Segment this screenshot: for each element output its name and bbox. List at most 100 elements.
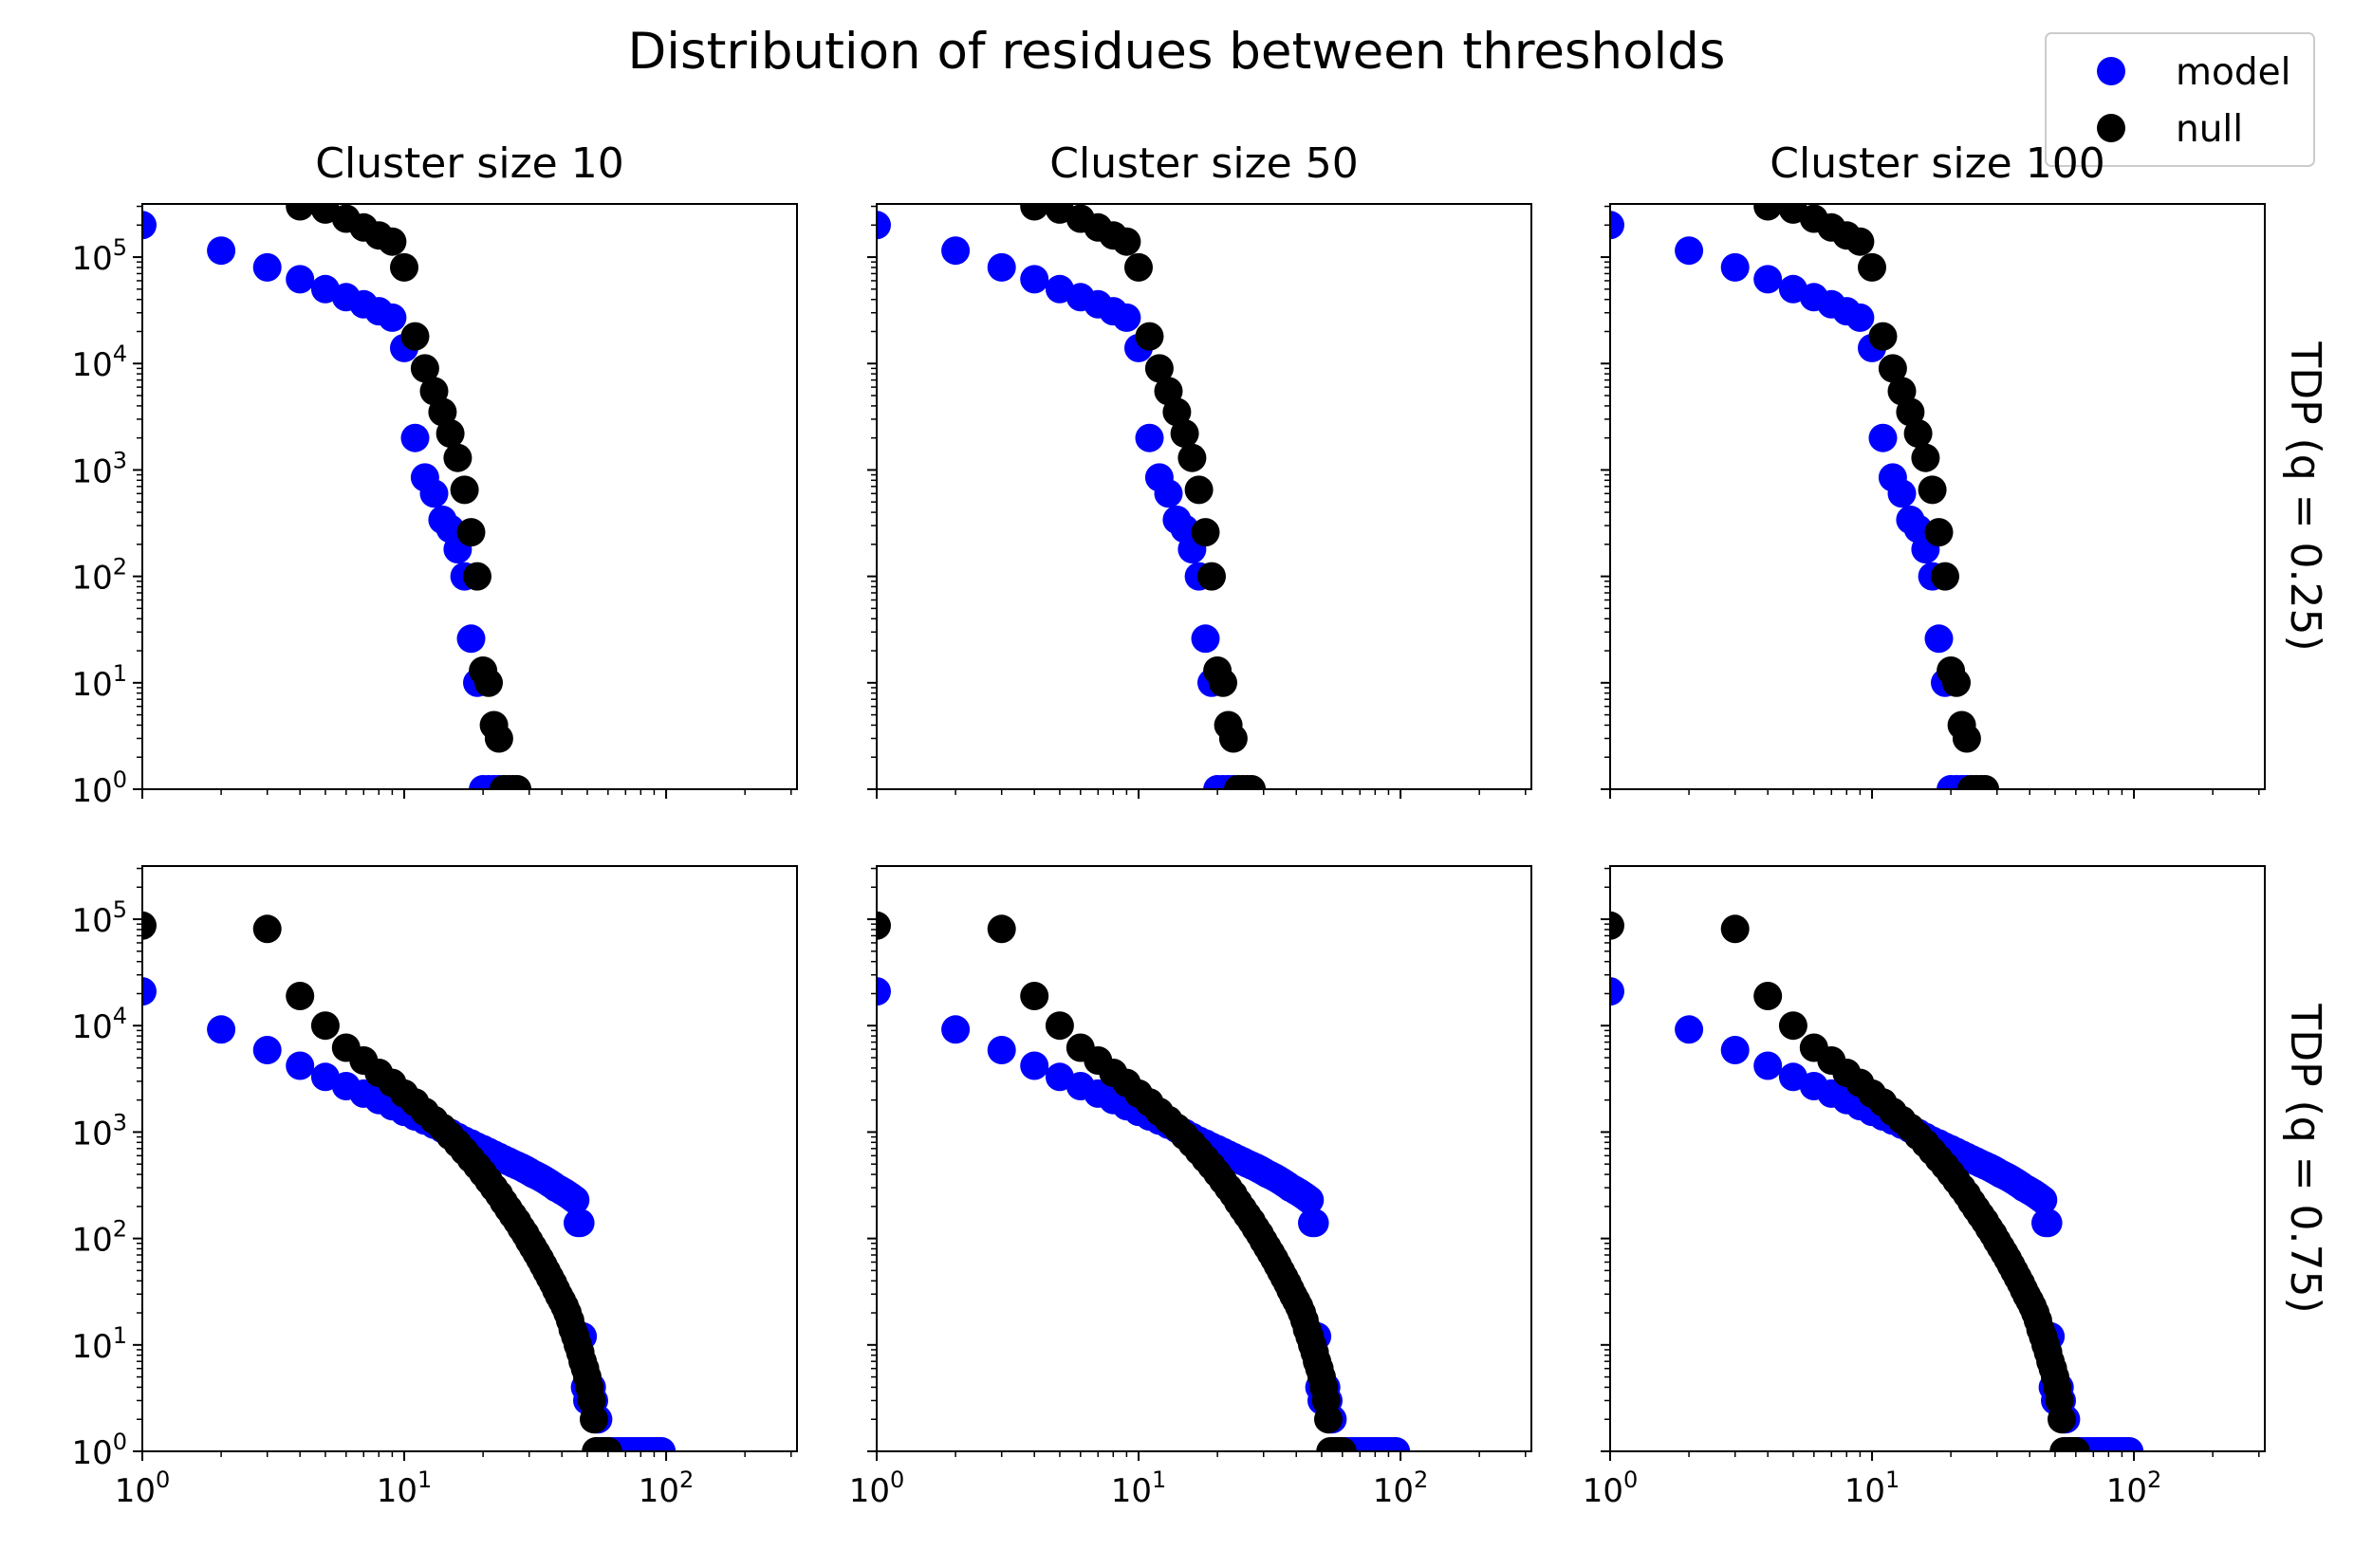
data-point-null	[1177, 443, 1207, 472]
data-points	[142, 911, 677, 1451]
y-tick-label: 104	[71, 341, 127, 384]
row-title: TDP (q = 0.25)	[2281, 341, 2329, 651]
data-point-model	[561, 1186, 590, 1214]
data-point-null	[1020, 982, 1049, 1010]
data-point-model	[286, 1051, 315, 1080]
data-point-null	[1918, 475, 1947, 505]
plot-frame	[1609, 865, 2266, 1452]
x-tick-label: 101	[1111, 1467, 1167, 1510]
data-point-model	[1675, 236, 1704, 266]
y-tick-label: 101	[71, 660, 127, 704]
data-point-null	[410, 354, 439, 383]
data-point-null	[286, 982, 315, 1010]
legend: model null	[2045, 32, 2315, 167]
data-point-null	[1209, 668, 1237, 697]
data-point-null	[1924, 518, 1954, 547]
y-tick-label: 101	[71, 1322, 127, 1366]
data-point-model	[1675, 1015, 1704, 1044]
data-point-model	[941, 1015, 971, 1044]
data-point-null	[484, 724, 513, 753]
data-point-null	[593, 1437, 622, 1451]
data-point-model	[1381, 1437, 1411, 1451]
panel-r1-c1: 100 101 102 103 104 105 Cluster size 10	[71, 139, 798, 810]
plot-frame	[141, 203, 798, 790]
data-point-null	[1778, 1011, 1807, 1041]
data-point-model	[252, 1036, 282, 1064]
data-point-null	[1868, 322, 1898, 351]
data-point-null	[1144, 354, 1174, 383]
data-point-null	[580, 1405, 608, 1434]
legend-marker-model	[2097, 57, 2125, 85]
data-point-model	[1753, 265, 1783, 294]
chart-title: Distribution of residues between thresho…	[627, 23, 1725, 81]
data-point-null	[1327, 1437, 1357, 1451]
data-point-null	[1218, 724, 1248, 753]
y-tick-label: 105	[71, 234, 127, 278]
data-point-null	[428, 397, 457, 427]
data-points	[1610, 911, 2144, 1451]
data-point-null	[1162, 397, 1192, 427]
data-point-null	[463, 562, 491, 591]
data-point-model	[987, 252, 1016, 282]
data-point-model	[1610, 977, 1624, 1006]
column-title: Cluster size 100	[1770, 139, 2104, 188]
data-point-null	[1858, 252, 1886, 282]
data-point-null	[252, 914, 282, 944]
data-point-null	[877, 911, 891, 940]
data-point-null	[443, 443, 473, 472]
data-point-null	[1753, 982, 1783, 1010]
plot-frame	[141, 865, 798, 1452]
data-point-model	[1720, 252, 1750, 282]
data-point-model	[1924, 624, 1954, 654]
panel-r1-c2: Cluster size 50	[867, 139, 1532, 799]
data-point-null	[1931, 562, 1959, 591]
data-point-null	[1237, 775, 1267, 789]
data-point-null	[1911, 443, 1940, 472]
legend-marker-null	[2097, 114, 2125, 142]
data-point-model	[877, 977, 891, 1006]
data-point-null	[1045, 1011, 1074, 1041]
data-point-model	[1868, 423, 1898, 452]
data-point-model	[252, 252, 282, 282]
data-point-model	[142, 977, 157, 1006]
data-point-null	[1135, 322, 1164, 351]
data-point-null	[378, 227, 407, 256]
data-point-null	[1124, 252, 1153, 282]
x-tick-label: 100	[849, 1467, 905, 1510]
y-tick-label: 104	[71, 1003, 127, 1046]
data-point-model	[987, 1036, 1016, 1064]
data-point-null	[1878, 354, 1907, 383]
x-tick-label: 100	[1583, 1467, 1639, 1510]
x-tick-label: 102	[1373, 1467, 1429, 1510]
data-point-null	[1971, 775, 2000, 789]
data-point-model	[207, 1015, 236, 1044]
data-point-model	[1020, 1051, 1049, 1080]
y-tick-label: 100	[71, 766, 127, 810]
data-point-model	[456, 624, 486, 654]
data-point-null	[1191, 518, 1220, 547]
data-point-null	[474, 668, 503, 697]
data-point-model	[419, 479, 449, 508]
plot-frame	[1609, 203, 2266, 790]
data-point-null	[456, 518, 486, 547]
data-point-null	[987, 914, 1016, 944]
data-point-model	[647, 1437, 677, 1451]
data-point-null	[1197, 562, 1226, 591]
y-tick-label: 105	[71, 896, 127, 940]
data-point-model	[2033, 1208, 2063, 1238]
x-tick-label: 101	[1844, 1467, 1900, 1510]
y-tick-label: 100	[71, 1429, 127, 1472]
data-point-model	[941, 236, 971, 266]
column-title: Cluster size 50	[1049, 139, 1358, 188]
data-point-null	[2061, 1437, 2090, 1451]
data-point-null	[1942, 668, 1971, 697]
data-point-model	[1610, 211, 1624, 240]
y-tick-label: 102	[71, 554, 127, 598]
data-point-model	[1154, 479, 1183, 508]
data-point-null	[1314, 1405, 1343, 1434]
data-point-model	[1300, 1208, 1329, 1238]
panel-r2-c1: 100 101 102 103 104 105 100 101 102	[71, 865, 798, 1510]
x-tick-label: 100	[115, 1467, 171, 1510]
data-point-model	[142, 211, 157, 240]
